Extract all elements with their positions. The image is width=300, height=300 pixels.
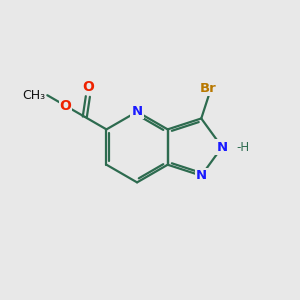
Text: -H: -H <box>236 141 249 154</box>
Text: N: N <box>217 141 228 154</box>
Text: Br: Br <box>200 82 217 94</box>
Text: O: O <box>60 99 72 113</box>
Text: N: N <box>196 169 207 182</box>
Text: O: O <box>82 80 94 94</box>
Text: N: N <box>131 105 142 118</box>
Text: CH₃: CH₃ <box>22 89 45 102</box>
